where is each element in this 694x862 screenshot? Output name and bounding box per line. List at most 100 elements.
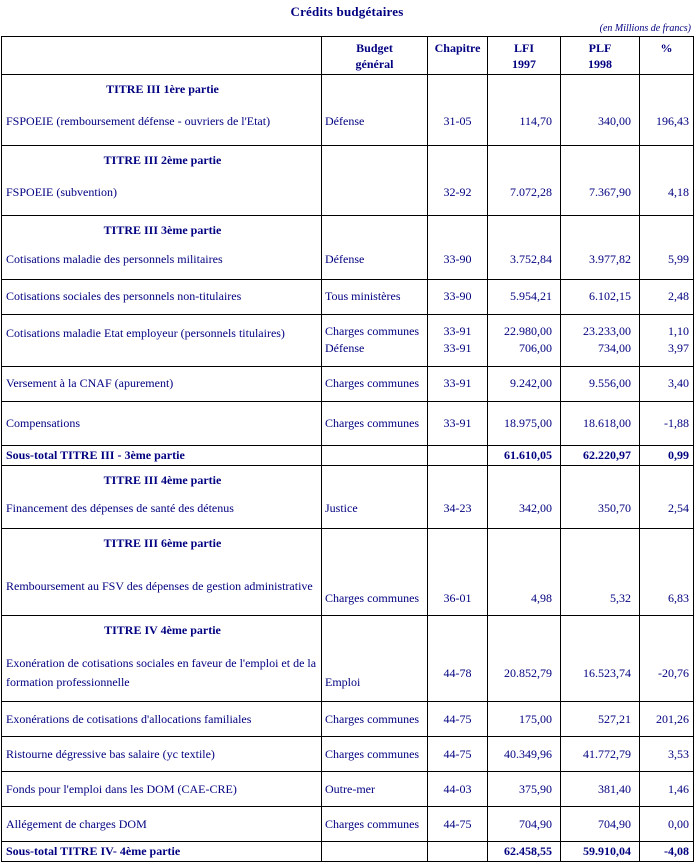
table-row: Ristourne dégressive bas salaire (yc tex… [1, 736, 694, 772]
row-label: Ristourne dégressive bas salaire (yc tex… [1, 736, 322, 772]
empty-cell [321, 841, 428, 862]
lfi-cell: 4,98 [487, 558, 561, 616]
chapitre-cell: 33-90 [427, 278, 488, 315]
budget-cell: Charges communes Défense [321, 313, 428, 367]
col-header-budget-line1: Budget [356, 41, 393, 55]
empty-cell [321, 528, 428, 559]
empty-cell [639, 528, 694, 559]
row-label: Allégement de charges DOM [1, 806, 322, 842]
chapitre-cell: 33-90 [427, 239, 488, 280]
pct-cell: 2,54 [639, 489, 694, 529]
chapitre-cell: 34-23 [427, 489, 488, 529]
lfi-cell: 40.349,96 [487, 736, 561, 772]
col-header-lfi-line1: LFI [513, 41, 534, 55]
chapitre-cell: 44-03 [427, 771, 488, 807]
col-header-designation [1, 36, 322, 75]
plf-cell: 23.233,00 734,00 [560, 313, 640, 367]
section-row: TITRE III 4ème partie [1, 464, 694, 490]
plf-cell: 381,40 [560, 771, 640, 807]
unit-note: (en Millions de francs) [599, 23, 691, 34]
pct-cell: -1,88 [639, 400, 694, 446]
row-label: Cotisations maladie des personnels milit… [1, 239, 322, 280]
plf-cell: 704,90 [560, 806, 640, 842]
pct-cell: 196,43 [639, 98, 694, 146]
pct-cell: -4,08 [639, 841, 694, 862]
row-label: Cotisations maladie Etat employeur (pers… [1, 313, 322, 367]
row-label: Cotisations sociales des personnels non-… [1, 278, 322, 315]
plf-cell: 6.102,15 [560, 278, 640, 315]
plf-cell: 350,70 [560, 489, 640, 529]
row-label: Remboursement au FSV des dépenses de ges… [1, 558, 322, 616]
budget-cell: Tous ministères [321, 278, 428, 315]
table-row: Remboursement au FSV des dépenses de ges… [1, 558, 694, 616]
section-title: TITRE IV 4ème partie [1, 615, 322, 646]
plf-line: 23.233,00 [583, 324, 631, 338]
plf-cell: 62.220,97 [560, 444, 640, 466]
empty-cell [487, 144, 561, 170]
section-title: TITRE III 4ème partie [1, 464, 322, 490]
lfi-line: 706,00 [519, 341, 552, 355]
section-row: TITRE III 3ème partie [1, 215, 694, 240]
empty-cell [487, 74, 561, 99]
budget-cell: Outre-mer [321, 771, 428, 807]
chapitre-cell: 32-92 [427, 169, 488, 216]
empty-cell [639, 215, 694, 240]
col-header-plf-line2: 1998 [588, 57, 612, 71]
plf-cell: 3.977,82 [560, 239, 640, 280]
pct-cell: 0,99 [639, 444, 694, 466]
plf-cell: 18.618,00 [560, 400, 640, 446]
chapitre-cell: 44-75 [427, 701, 488, 737]
empty-cell [560, 74, 640, 99]
table-row: Cotisations sociales des personnels non-… [1, 278, 694, 315]
pct-cell: 1,46 [639, 771, 694, 807]
section-title: TITRE III 2ème partie [1, 144, 322, 170]
lfi-cell: 375,90 [487, 771, 561, 807]
col-header-pct: % [639, 36, 694, 75]
empty-cell [560, 528, 640, 559]
table-row: Cotisations maladie Etat employeur (pers… [1, 313, 694, 367]
empty-cell [560, 464, 640, 490]
lfi-cell: 3.752,84 [487, 239, 561, 280]
empty-cell [427, 841, 488, 862]
empty-cell [487, 615, 561, 646]
chapitre-cell: 36-01 [427, 558, 488, 616]
lfi-cell: 342,00 [487, 489, 561, 529]
pct-cell: 6,83 [639, 558, 694, 616]
chapitre-cell: 44-78 [427, 645, 488, 702]
section-title: TITRE III 3ème partie [1, 215, 322, 240]
pct-cell: 0,00 [639, 806, 694, 842]
page-title: Crédits budgétaires [290, 4, 404, 19]
empty-cell [321, 144, 428, 170]
section-row: TITRE III 6ème partie [1, 528, 694, 559]
row-label: Financement des dépenses de santé des dé… [1, 489, 322, 529]
chapitre-cell: 33-91 [427, 365, 488, 402]
empty-cell [639, 144, 694, 170]
table-row: Allégement de charges DOM Charges commun… [1, 806, 694, 842]
budget-cell: Emploi [321, 645, 428, 702]
budget-cell: Charges communes [321, 701, 428, 737]
lfi-cell: 704,90 [487, 806, 561, 842]
row-label: Exonération de cotisations sociales en f… [1, 645, 322, 702]
row-label: FSPOEIE (remboursement défense - ouvrier… [1, 98, 322, 146]
empty-cell [321, 464, 428, 490]
col-header-plf-line1: PLF [588, 41, 612, 55]
chapitre-cell: 33-91 [427, 400, 488, 446]
lfi-cell: 18.975,00 [487, 400, 561, 446]
table-row: Compensations Charges communes 33-91 18.… [1, 400, 694, 446]
empty-cell [427, 215, 488, 240]
budget-cell: Charges communes [321, 558, 428, 616]
plf-cell: 5,32 [560, 558, 640, 616]
section-row: TITRE III 1ère partie [1, 74, 694, 99]
pct-cell: 1,10 3,97 [639, 313, 694, 367]
section-row: TITRE III 2ème partie [1, 144, 694, 170]
empty-cell [487, 464, 561, 490]
budget-line: Charges communes [325, 324, 420, 338]
budget-cell: Charges communes [321, 736, 428, 772]
col-header-chapitre: Chapitre [427, 36, 488, 75]
subtotal-row: Sous-total TITRE III - 3ème partie 61.61… [1, 444, 694, 466]
empty-cell [639, 74, 694, 99]
empty-cell [427, 615, 488, 646]
chapitre-cell: 44-75 [427, 806, 488, 842]
chapitre-cell: 33-91 33-91 [427, 313, 488, 367]
